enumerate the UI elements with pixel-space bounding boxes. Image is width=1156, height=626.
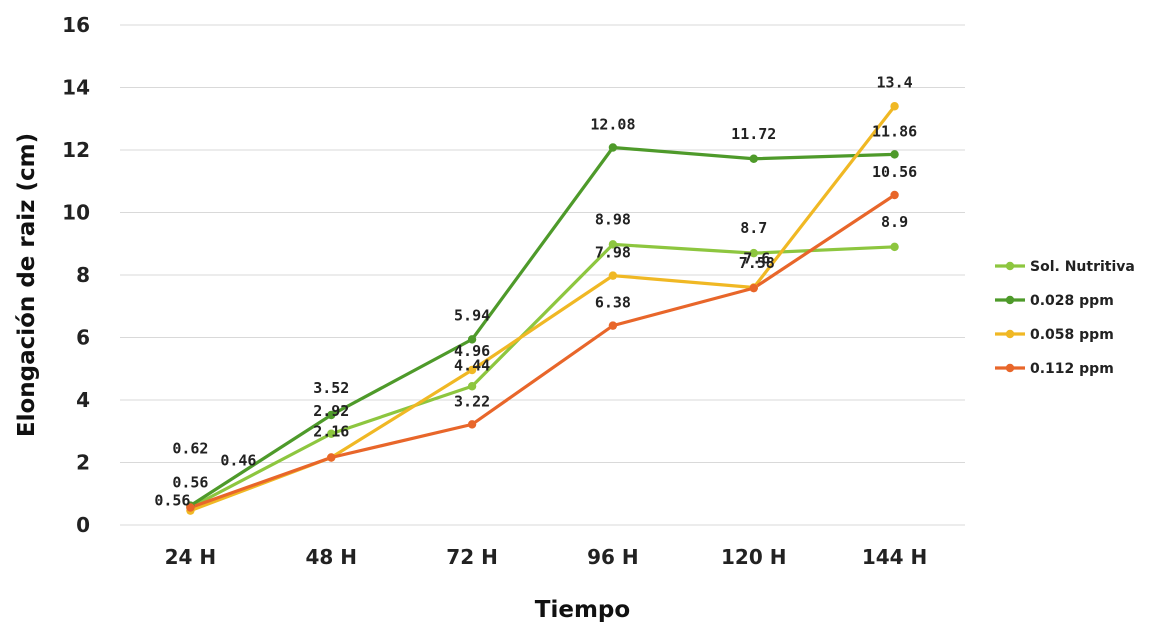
x-tick-label: 144 H xyxy=(862,545,927,569)
series-line xyxy=(189,105,896,513)
data-label: 0.56 xyxy=(172,474,208,492)
data-label: 8.98 xyxy=(595,210,631,228)
data-point xyxy=(327,429,336,438)
data-label: 11.86 xyxy=(872,122,917,140)
data-label: 10.56 xyxy=(872,163,917,181)
data-point xyxy=(890,150,899,159)
data-point xyxy=(608,240,618,249)
data-label: 0.56 xyxy=(154,492,190,510)
data-labels: 0.56 0.62 0.46 0.56 2.92 3.52 2.16 4.44 5.94 4.96… xyxy=(154,73,917,509)
data-label: 4.96 xyxy=(454,342,490,360)
y-tick-label: 10 xyxy=(62,201,90,225)
data-label: 2.16 xyxy=(313,423,349,441)
data-point xyxy=(186,503,195,512)
y-axis-ticks: 0 2 4 6 8 10 12 14 16 xyxy=(62,13,90,537)
legend: Sol. Nutritiva 0.028 ppm 0.058 ppm 0.112 pp… xyxy=(995,259,1135,377)
legend-entry: 0.028 ppm xyxy=(1030,293,1114,309)
legend-marker xyxy=(1005,363,1015,373)
data-point xyxy=(749,248,758,258)
y-tick-label: 14 xyxy=(62,76,90,100)
legend-entry: 0.058 ppm xyxy=(1030,327,1114,343)
legend-marker xyxy=(1005,261,1015,271)
data-label: 3.22 xyxy=(454,392,490,410)
data-point xyxy=(467,382,477,391)
gridlines xyxy=(120,24,965,526)
y-tick-label: 2 xyxy=(76,451,90,475)
x-tick-label: 120 H xyxy=(721,545,786,569)
data-label: 12.08 xyxy=(590,116,635,134)
series-line xyxy=(189,145,895,507)
data-label: 0.46 xyxy=(220,452,256,470)
data-label: 2.92 xyxy=(313,402,349,420)
legend-marker xyxy=(1005,295,1015,305)
data-point xyxy=(467,420,477,429)
data-label: 6.38 xyxy=(595,294,631,312)
data-point xyxy=(608,143,618,152)
data-label: 7.98 xyxy=(595,244,631,262)
x-tick-label: 96 H xyxy=(587,545,639,569)
y-tick-label: 4 xyxy=(76,388,90,412)
x-tick-label: 24 H xyxy=(165,545,217,569)
data-point xyxy=(749,283,758,293)
y-axis-title: Elongación de raiz (cm) xyxy=(14,133,40,437)
y-tick-label: 6 xyxy=(76,326,90,350)
data-label: 13.4 xyxy=(877,73,913,91)
data-label: 8.7 xyxy=(740,219,767,237)
x-tick-label: 48 H xyxy=(305,545,357,569)
y-tick-label: 12 xyxy=(62,138,90,162)
series-line xyxy=(189,193,896,510)
data-label: 8.9 xyxy=(881,213,908,231)
data-label: 0.62 xyxy=(172,440,208,458)
data-point xyxy=(467,335,477,344)
legend-marker xyxy=(1005,329,1015,339)
data-point xyxy=(327,410,336,420)
x-axis-title: Tiempo xyxy=(535,597,630,623)
y-tick-label: 0 xyxy=(76,513,90,537)
data-point xyxy=(749,154,758,163)
data-point xyxy=(890,102,899,111)
y-tick-label: 8 xyxy=(76,263,90,287)
data-point xyxy=(327,453,336,462)
data-point xyxy=(467,365,477,375)
data-label: 4.44 xyxy=(454,356,490,374)
x-axis-ticks: 24 H 48 H 72 H 96 H 120 H 144 H xyxy=(165,545,928,569)
data-point xyxy=(890,242,899,252)
data-label: 5.94 xyxy=(454,306,490,324)
data-label: 7.6 xyxy=(743,250,770,268)
legend-entry: Sol. Nutritiva xyxy=(1030,259,1135,275)
series-lines xyxy=(186,102,899,515)
data-label: 3.52 xyxy=(313,379,349,397)
data-point xyxy=(608,271,618,280)
legend-entry: 0.112 ppm xyxy=(1030,361,1114,377)
y-tick-label: 16 xyxy=(62,13,90,37)
series-line xyxy=(189,242,895,509)
x-tick-label: 72 H xyxy=(446,545,498,569)
data-point xyxy=(890,190,899,200)
data-label: 7.58 xyxy=(739,254,775,272)
data-label: 11.72 xyxy=(731,125,776,143)
data-point xyxy=(608,321,618,330)
